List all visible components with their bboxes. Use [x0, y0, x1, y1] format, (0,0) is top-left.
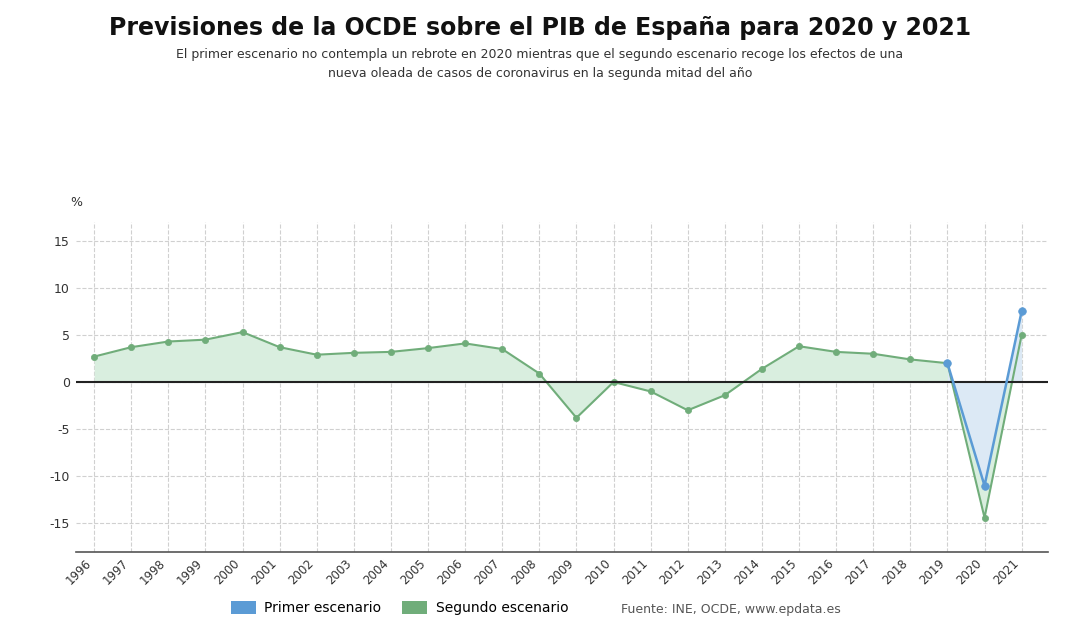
Text: Previsiones de la OCDE sobre el PIB de España para 2020 y 2021: Previsiones de la OCDE sobre el PIB de E…: [109, 16, 971, 40]
Legend: Primer escenario, Segundo escenario: Primer escenario, Segundo escenario: [226, 595, 573, 621]
Text: El primer escenario no contempla un rebrote en 2020 mientras que el segundo esce: El primer escenario no contempla un rebr…: [176, 48, 904, 79]
Text: Fuente: INE, OCDE, www.epdata.es: Fuente: INE, OCDE, www.epdata.es: [621, 603, 840, 616]
Text: %: %: [71, 196, 83, 209]
